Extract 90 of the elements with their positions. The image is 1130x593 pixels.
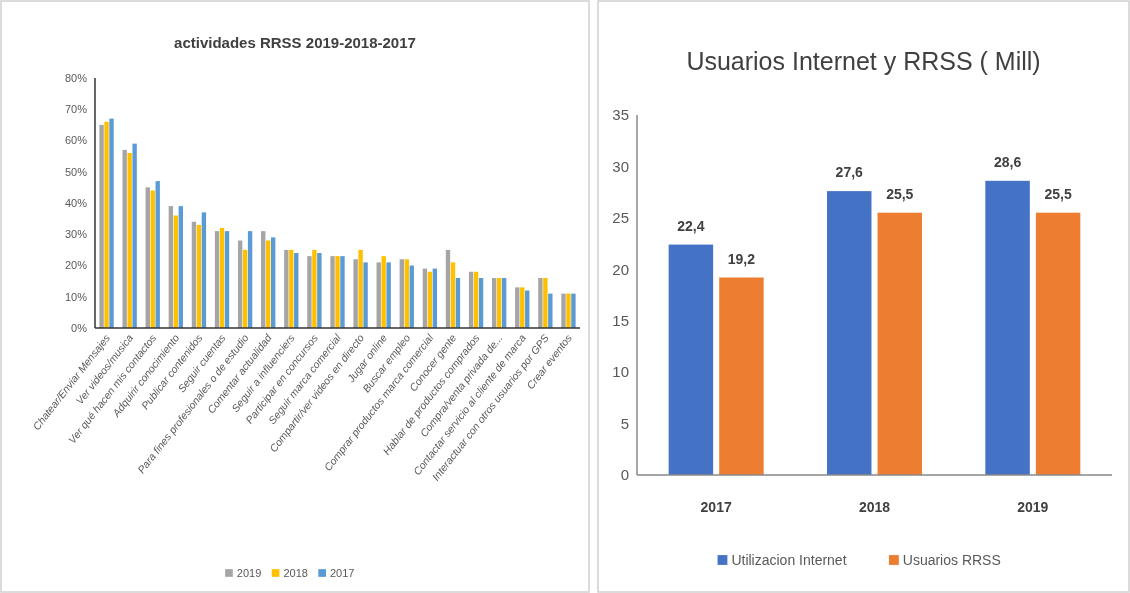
bar (312, 249, 317, 328)
y-tick-label: 10% (64, 290, 88, 303)
bar (127, 153, 132, 328)
data-label: 22,4 (677, 217, 705, 234)
bar (561, 293, 566, 328)
bar (543, 278, 548, 328)
bar (877, 212, 922, 475)
y-tick-label: 50% (64, 165, 88, 178)
bar (242, 249, 248, 328)
x-tick-label: 2019 (1017, 499, 1049, 515)
bar (538, 278, 543, 328)
chart-title: actividades RRSS 2019-2018-2017 (174, 34, 416, 51)
bar (330, 256, 335, 328)
bar (376, 262, 381, 328)
bar (340, 256, 345, 328)
chart-title: Usuarios Internet y RRSS ( Mill) (686, 47, 1041, 75)
bar (145, 187, 150, 328)
bar (827, 191, 872, 475)
y-tick-label: 30 (612, 157, 629, 175)
y-tick-label: 35 (612, 106, 629, 124)
bar (307, 256, 312, 328)
data-label: 19,2 (727, 250, 756, 267)
y-tick-label: 10 (612, 363, 629, 381)
y-tick-label: 20% (64, 259, 88, 272)
bar (381, 256, 386, 328)
bar (548, 293, 553, 328)
y-tick-label: 15 (612, 311, 629, 329)
x-tick-label: 2018 (858, 499, 891, 515)
y-tick-label: 5 (620, 414, 629, 432)
y-tick-label: 60% (64, 134, 88, 147)
x-tick-label: 2017 (700, 499, 732, 515)
legend-label: Utilizacion Internet (731, 551, 847, 568)
legend-label: 2017 (329, 566, 355, 579)
bar (515, 287, 520, 328)
bar (668, 244, 714, 475)
y-tick-label: 20 (612, 260, 629, 278)
bar (571, 293, 576, 328)
y-tick-label: 70% (64, 103, 88, 116)
bar (566, 293, 571, 328)
bar (99, 124, 104, 328)
bar (363, 262, 368, 328)
bar (122, 149, 127, 328)
bar (173, 215, 179, 328)
bar (196, 224, 202, 328)
bar (266, 240, 271, 328)
y-tick-label: 30% (64, 228, 88, 241)
bar (445, 249, 451, 328)
bar (271, 237, 276, 328)
bar (399, 259, 404, 328)
bar (985, 180, 1030, 475)
legend-label: Usuarios RRSS (902, 551, 1001, 568)
y-tick-label: 0% (71, 321, 88, 334)
bar (224, 231, 230, 328)
bar (168, 206, 174, 328)
bar (386, 262, 391, 328)
bar (719, 277, 764, 475)
bar (284, 249, 289, 328)
bar (353, 259, 358, 328)
bar (191, 221, 197, 328)
bar (132, 143, 137, 328)
bar (214, 231, 220, 328)
data-label: 25,5 (1044, 185, 1072, 202)
bar (178, 206, 183, 328)
legend-label: 2019 (236, 566, 262, 579)
bar (1035, 212, 1081, 475)
bar (261, 231, 266, 328)
bar (247, 231, 253, 328)
y-tick-label: 25 (612, 209, 629, 227)
bar (289, 249, 294, 328)
bar (109, 118, 114, 328)
bar (294, 253, 299, 328)
bar (335, 256, 340, 328)
bar (104, 121, 109, 328)
bar (219, 228, 225, 328)
y-tick-label: 0 (620, 466, 629, 484)
y-tick-label: 80% (64, 71, 88, 84)
bar (358, 249, 363, 328)
bar (520, 287, 525, 328)
bar (237, 240, 243, 328)
bar (150, 190, 155, 328)
bar (404, 259, 409, 328)
bar (450, 262, 456, 328)
data-label: 28,6 (993, 153, 1022, 170)
bar (155, 181, 160, 328)
legend-label: 2018 (283, 566, 308, 579)
data-label: 27,6 (835, 164, 864, 181)
bar (201, 212, 207, 328)
y-tick-label: 40% (64, 196, 88, 209)
data-label: 25,5 (886, 185, 914, 202)
bar (317, 253, 322, 328)
